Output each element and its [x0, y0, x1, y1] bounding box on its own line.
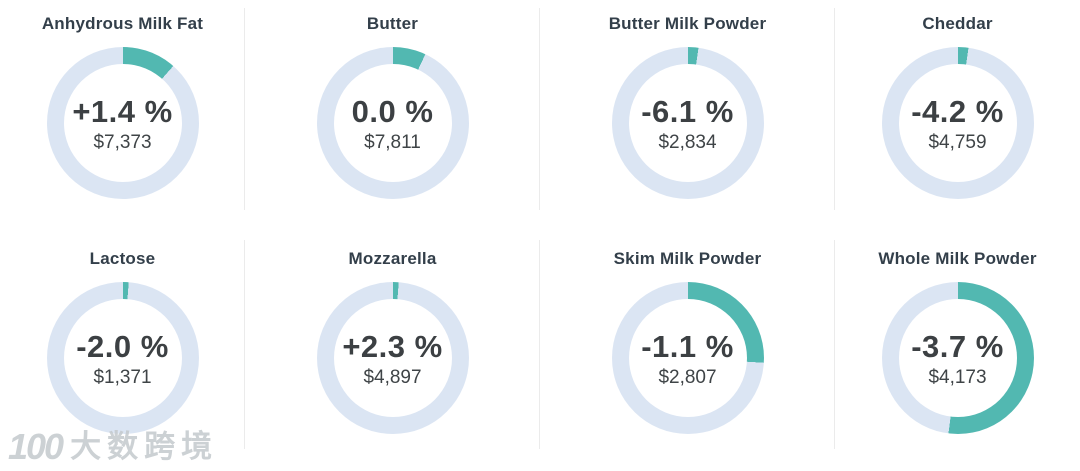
product-card: Mozzarella +2.3 % $4,897: [245, 232, 540, 471]
donut-chart: 0.0 % $7,811: [316, 47, 469, 199]
donut-center: -4.2 % $4,759: [899, 64, 1017, 182]
product-card: Lactose -2.0 % $1,371: [0, 232, 245, 471]
change-value: -2.0 %: [76, 328, 169, 364]
change-value: -6.1 %: [641, 93, 734, 129]
product-card: Anhydrous Milk Fat +1.4 % $7,373: [0, 0, 245, 232]
price-value: $7,811: [364, 131, 421, 153]
card-title: Butter Milk Powder: [608, 14, 767, 33]
donut-chart: -4.2 % $4,759: [881, 47, 1034, 199]
donut-chart: -6.1 % $2,834: [611, 47, 764, 199]
donut-center: -3.7 % $4,173: [899, 299, 1017, 417]
change-value: -1.1 %: [641, 328, 734, 364]
product-card: Skim Milk Powder -1.1 % $2,807: [540, 232, 835, 471]
donut-chart: -2.0 % $1,371: [46, 282, 199, 434]
card-title: Anhydrous Milk Fat: [41, 14, 204, 33]
donut-chart: -1.1 % $2,807: [611, 282, 764, 434]
product-card: Butter Milk Powder -6.1 % $2,834: [540, 0, 835, 232]
donut-center: +1.4 % $7,373: [64, 64, 182, 182]
price-value: $7,373: [93, 131, 152, 153]
product-card: Whole Milk Powder -3.7 % $4,173: [835, 232, 1080, 471]
card-title: Mozzarella: [348, 249, 437, 268]
card-title: Butter: [366, 14, 419, 33]
price-value: $1,371: [93, 366, 152, 388]
change-value: +2.3 %: [342, 328, 443, 364]
change-value: 0.0 %: [351, 93, 434, 129]
change-value: -4.2 %: [911, 93, 1004, 129]
price-value: $4,173: [928, 366, 987, 388]
product-card: Butter 0.0 % $7,811: [245, 0, 540, 232]
card-title: Lactose: [89, 249, 156, 268]
card-title: Cheddar: [922, 14, 993, 33]
donut-center: -1.1 % $2,807: [629, 299, 747, 417]
donut-center: +2.3 % $4,897: [334, 299, 452, 417]
price-value: $4,897: [363, 366, 422, 388]
price-value: $2,807: [658, 366, 717, 388]
card-title: Skim Milk Powder: [613, 249, 762, 268]
change-value: -3.7 %: [911, 328, 1004, 364]
donut-center: -2.0 % $1,371: [64, 299, 182, 417]
donut-chart: +2.3 % $4,897: [316, 282, 469, 434]
card-title: Whole Milk Powder: [878, 249, 1037, 268]
price-value: $2,834: [658, 131, 717, 153]
donut-chart: -3.7 % $4,173: [881, 282, 1034, 434]
change-value: +1.4 %: [72, 93, 173, 129]
donut-chart: +1.4 % $7,373: [46, 47, 199, 199]
product-card: Cheddar -4.2 % $4,759: [835, 0, 1080, 232]
donut-center: -6.1 % $2,834: [629, 64, 747, 182]
donut-center: 0.0 % $7,811: [334, 64, 452, 182]
price-value: $4,759: [928, 131, 987, 153]
